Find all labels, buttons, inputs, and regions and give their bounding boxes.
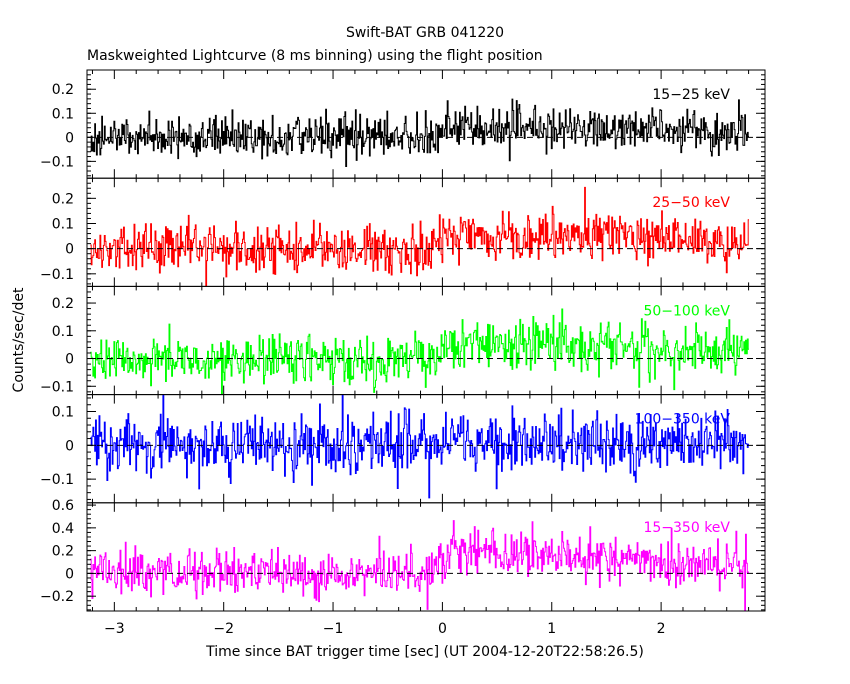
y-tick-label-1-1: 0	[65, 242, 74, 258]
series-line-2	[90, 308, 749, 395]
panels-group: −0.1 0 0.1 0.2 15−25 keV −0.1 0 0.1 0.2 25−50 keV…	[40, 69, 766, 637]
y-tick-label-2-2: 0.1	[52, 324, 74, 340]
y-tick-label-0-0: −0.1	[40, 154, 74, 170]
y-axis-label: Counts/sec/det	[11, 287, 27, 392]
y-tick-label-3-2: 0.1	[52, 405, 74, 421]
chart-subtitle: Maskweighted Lightcurve (8 ms binning) u…	[87, 48, 543, 64]
y-tick-label-4-3: 0.4	[52, 521, 74, 537]
y-tick-label-1-3: 0.2	[52, 191, 74, 207]
y-tick-label-0-2: 0.1	[52, 106, 74, 122]
band-label-0: 15−25 keV	[652, 87, 730, 103]
series-line-4	[90, 520, 749, 611]
y-tick-label-4-4: 0.6	[52, 498, 74, 514]
panel-1: −0.1 0 0.1 0.2 25−50 keV	[40, 177, 766, 287]
y-tick-label-4-1: 0	[65, 566, 74, 582]
panel-frame-4	[86, 502, 766, 612]
band-label-3: 100−350 keV	[635, 412, 731, 428]
y-tick-label-0-3: 0.2	[52, 82, 74, 98]
band-label-2: 50−100 keV	[643, 303, 730, 319]
x-tick-label-2: −1	[323, 621, 344, 637]
y-tick-label-0-1: 0	[65, 130, 74, 146]
x-tick-label-3: 0	[438, 621, 447, 637]
y-tick-label-4-2: 0.2	[52, 544, 74, 560]
y-tick-label-3-1: 0	[65, 438, 74, 454]
y-tick-label-2-3: 0.2	[52, 296, 74, 312]
y-tick-label-3-0: −0.1	[40, 472, 74, 488]
x-tick-label-1: −2	[213, 621, 234, 637]
band-label-4: 15−350 keV	[643, 520, 730, 536]
y-tick-label-4-0: −0.2	[40, 589, 74, 605]
chart-title: Swift-BAT GRB 041220	[346, 25, 504, 41]
y-tick-label-2-0: −0.1	[40, 379, 74, 395]
panel-4: −0.2 0 0.2 0.4 0.6 15−350 keV	[40, 498, 766, 612]
y-tick-label-1-0: −0.1	[40, 267, 74, 283]
series-line-0	[90, 98, 749, 167]
y-tick-label-1-2: 0.1	[52, 216, 74, 232]
x-tick-label-0: −3	[104, 621, 125, 637]
x-axis-label: Time since BAT trigger time [sec] (UT 20…	[205, 644, 644, 660]
series-line-3	[90, 394, 749, 499]
x-tick-label-4: 1	[547, 621, 556, 637]
band-label-1: 25−50 keV	[652, 195, 730, 211]
x-tick-label-5: 2	[657, 621, 666, 637]
y-tick-label-2-1: 0	[65, 352, 74, 368]
panel-0: −0.1 0 0.1 0.2 15−25 keV	[40, 69, 766, 179]
series-line-1	[90, 186, 749, 287]
